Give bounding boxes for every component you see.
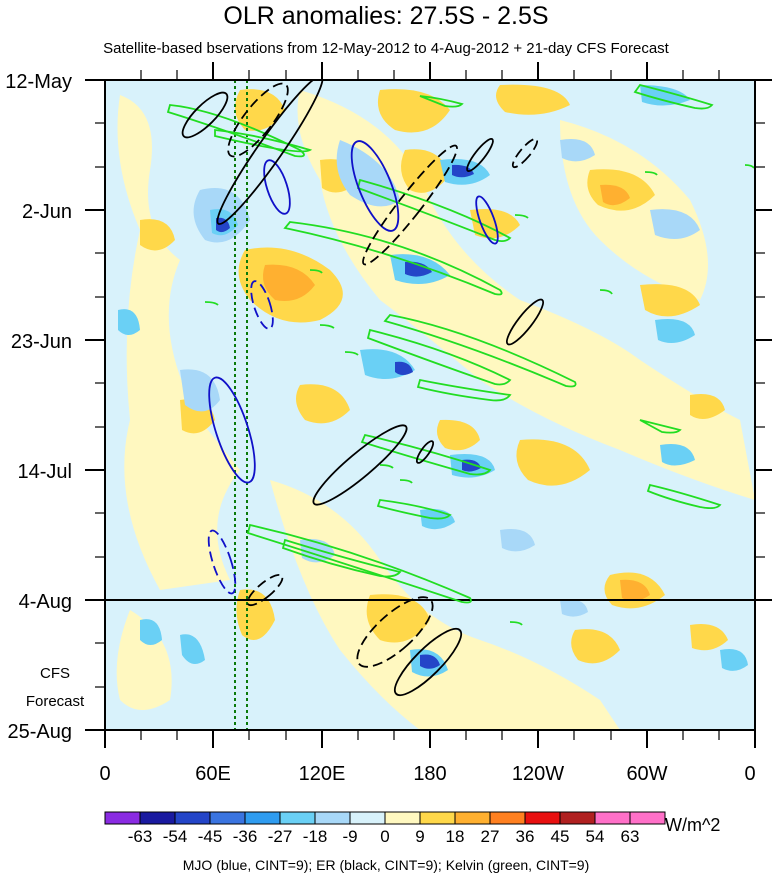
forecast-label-line2: Forecast [26,693,85,710]
colorbar-swatch [244,811,281,825]
y-tick-label-jun23: 23-Jun [11,331,72,353]
olr-field [116,84,755,730]
colorbar-level-label: 27 [481,827,500,846]
colorbar-swatch [209,811,246,825]
colorbar-level-label: -27 [268,827,293,846]
colorbar-swatch [489,811,526,825]
colorbar-swatch [594,811,631,825]
colorbar-level-label: 0 [380,827,389,846]
colorbar-unit: W/m^2 [665,815,721,835]
colorbar-swatch [384,811,421,825]
colorbar-level-label: 63 [621,827,640,846]
colorbar-level-label: 18 [446,827,465,846]
colorbar-swatch [349,811,386,825]
x-axis-ticks [104,62,756,748]
colorbar-swatch [314,811,351,825]
y-axis-minor-ticks [95,122,765,688]
mjo-contours [207,140,499,595]
kelvin-contours [166,83,755,626]
colorbar-level-label: 54 [586,827,605,846]
colorbar-swatch [104,811,141,825]
y-tick-label-may12: 12-May [5,71,72,93]
x-tick-label-0-end: 0 [744,763,755,785]
x-tick-label-0: 0 [99,763,110,785]
colorbar-swatch [419,811,456,825]
x-tick-label-60e: 60E [195,763,231,785]
chart-subtitle: Satellite-based bservations from 12-May-… [103,40,669,57]
y-tick-label-aug25: 25-Aug [8,721,73,743]
colorbar: -63 -54 -45 -36 -27 -18 -9 0 9 18 27 36 45 54 63 [104,811,666,846]
colorbar-level-label: -45 [198,827,223,846]
colorbar-swatch [174,811,211,825]
x-tick-label-120w: 120W [512,763,564,785]
colorbar-level-label: -36 [233,827,258,846]
colorbar-swatch [559,811,596,825]
y-tick-label-aug4: 4-Aug [19,591,72,613]
y-tick-label-jul14: 14-Jul [18,461,72,483]
colorbar-level-label: -63 [128,827,153,846]
x-tick-label-180: 180 [413,763,446,785]
y-tick-label-jun2: 2-Jun [22,201,72,223]
x-tick-label-120e: 120E [299,763,346,785]
y-axis-ticks [85,79,772,731]
x-tick-label-60w: 60W [626,763,667,785]
x-axis-minor-ticks [140,70,720,740]
colorbar-level-label: 45 [551,827,570,846]
colorbar-level-label: 36 [516,827,535,846]
colorbar-swatch [279,811,316,825]
colorbar-swatch [454,811,491,825]
chart-title: OLR anomalies: 27.5S - 2.5S [223,2,549,30]
colorbar-level-label: -9 [342,827,357,846]
colorbar-level-label: -18 [303,827,328,846]
colorbar-level-label: -54 [163,827,188,846]
colorbar-level-label: 9 [415,827,424,846]
er-contours [181,80,544,697]
colorbar-swatch [629,811,666,825]
colorbar-swatch [524,811,561,825]
forecast-label-line1: CFS [40,665,70,682]
colorbar-swatch [139,811,176,825]
contour-legend-footnote: MJO (blue, CINT=9); ER (black, CINT=9); … [182,857,590,873]
